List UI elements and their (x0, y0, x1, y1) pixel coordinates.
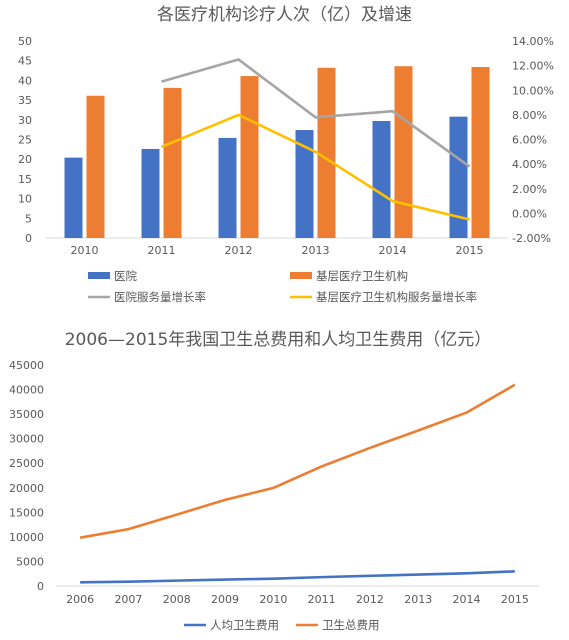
chart2-x-tick-label: 2015 (501, 593, 529, 606)
chart1-left-tick-label: 25 (18, 134, 32, 147)
chart1-bar (372, 120, 391, 238)
chart2-y-tick-label: 30000 (9, 433, 44, 446)
chart2-x-tick-label: 2013 (404, 593, 432, 606)
chart1-bar (141, 148, 160, 238)
chart1-right-tick-label: -2.00% (512, 232, 551, 245)
chart2-series-line (80, 570, 515, 584)
chart1-legend-label: 基层医疗卫生机构服务量增长率 (316, 290, 477, 304)
chart2-y-tick-label: 35000 (9, 408, 44, 421)
chart1-left-tick-label: 35 (18, 94, 32, 107)
chart2-y-tick-label: 45000 (9, 359, 44, 372)
chart2-x-tick-label: 2010 (259, 593, 287, 606)
chart1-x-tick-label: 2010 (71, 244, 99, 257)
chart2-y-tick-label: 5000 (16, 555, 44, 568)
chart1-bar (240, 76, 259, 238)
chart2-x-tick-label: 2008 (163, 593, 191, 606)
chart1-right-tick-label: 12.00% (512, 60, 554, 73)
chart2-y-tick-label: 25000 (9, 457, 44, 470)
chart1-x-tick-label: 2011 (148, 244, 176, 257)
chart1-bar (449, 116, 468, 238)
chart2-y-tick-label: 15000 (9, 506, 44, 519)
chart1-bar (163, 87, 182, 238)
chart2-y-tick-label: 40000 (9, 384, 44, 397)
chart1-legend-label: 医院 (114, 269, 137, 283)
chart1-legend-swatch (88, 272, 110, 279)
chart1-legend-label: 医院服务量增长率 (114, 290, 206, 304)
chart2-y-tick-label: 20000 (9, 482, 44, 495)
chart1-bar (86, 95, 105, 239)
chart1-series-line (161, 113, 470, 221)
chart2-y-tick-label: 0 (37, 580, 44, 593)
chart1-right-tick-label: 10.00% (512, 84, 554, 97)
chart1-x-tick-label: 2014 (379, 244, 407, 257)
chart2-x-tick-label: 2009 (211, 593, 239, 606)
chart2-x-tick-label: 2012 (356, 593, 384, 606)
chart2-series-line (79, 383, 516, 539)
chart1-left-tick-label: 30 (18, 114, 32, 127)
chart1-bar (218, 137, 237, 238)
chart1-bar (471, 67, 490, 238)
chart2-x-tick-label: 2011 (308, 593, 336, 606)
chart2-legend-label: 人均卫生费用 (210, 618, 279, 632)
chart1-x-tick-label: 2012 (225, 244, 253, 257)
chart1-title: 各医疗机构诊疗人次（亿）及增速 (157, 5, 412, 25)
chart1-right-tick-label: 0.00% (512, 207, 547, 220)
chart2-title: 2006—2015年我国卫生总费用和人均卫生费用（亿元） (65, 330, 492, 350)
chart1-left-tick-label: 50 (18, 35, 32, 48)
chart1-bar (394, 66, 413, 238)
chart2-x-tick-label: 2014 (453, 593, 481, 606)
chart1-x-tick-label: 2015 (456, 244, 484, 257)
chart1-bar (295, 130, 314, 238)
chart2-legend-label: 卫生总费用 (322, 618, 380, 632)
chart1-bar (317, 67, 336, 239)
chart1-right-tick-label: 8.00% (512, 109, 547, 122)
chart2-x-tick-label: 2006 (66, 593, 94, 606)
chart2-y-tick-label: 10000 (9, 531, 44, 544)
chart1-right-tick-label: 6.00% (512, 134, 547, 147)
chart1-left-tick-label: 40 (18, 74, 32, 87)
chart1-left-tick-label: 10 (18, 193, 32, 206)
chart1-left-tick-label: 20 (18, 153, 32, 166)
chart1-bar (64, 157, 83, 238)
chart1-left-tick-label: 5 (25, 212, 32, 225)
chart2-x-tick-label: 2007 (114, 593, 142, 606)
chart1-right-tick-label: 4.00% (512, 158, 547, 171)
chart1-right-tick-label: 14.00% (512, 35, 554, 48)
chart1-legend-label: 基层医疗卫生机构 (316, 269, 408, 283)
chart1-right-tick-label: 2.00% (512, 183, 547, 196)
chart1-x-tick-label: 2013 (302, 244, 330, 257)
chart1-left-tick-label: 15 (18, 173, 32, 186)
chart1-left-tick-label: 0 (25, 232, 32, 245)
chart1-series-line (161, 58, 471, 168)
chart1-legend-swatch (290, 272, 312, 279)
chart1-left-tick-label: 45 (18, 55, 32, 68)
